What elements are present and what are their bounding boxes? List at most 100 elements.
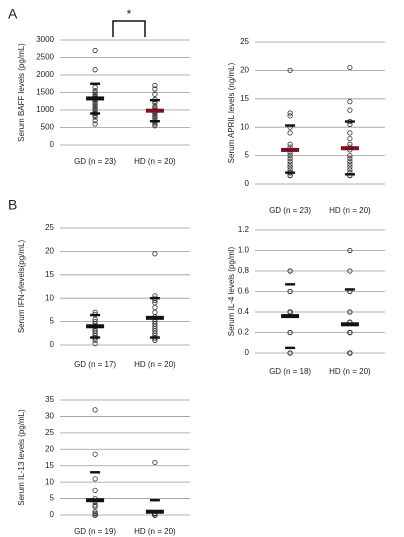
data-point (92, 340, 98, 347)
mean-bar (86, 498, 105, 503)
mean-bar (145, 509, 164, 514)
data-point (287, 113, 293, 119)
data-point (347, 158, 353, 164)
data-point (92, 510, 98, 516)
data-point (287, 153, 293, 159)
data-point (92, 107, 98, 113)
data-point (287, 164, 293, 170)
data-point (347, 247, 353, 254)
y-tick-label: 1.2 (238, 225, 250, 234)
data-point (347, 329, 353, 336)
y-tick-label: 500 (41, 123, 55, 132)
data-point (347, 161, 353, 167)
y-tick-label: 10 (240, 122, 249, 131)
sd-bar (149, 336, 160, 339)
data-point (152, 112, 158, 118)
data-point (92, 89, 98, 96)
sd-bar (149, 120, 160, 123)
mean-bar (145, 108, 164, 113)
y-tick-label: 1000 (36, 105, 54, 114)
y-axis-title: Serum BAFF levels (pg/mL) (17, 43, 26, 142)
sd-bar (285, 346, 296, 350)
data-point (92, 100, 98, 106)
y-tick-label: 0.4 (238, 307, 250, 316)
y-tick-label: 2000 (36, 70, 54, 79)
data-point (347, 350, 353, 356)
data-point (92, 487, 98, 493)
data-point (287, 288, 293, 295)
data-point (347, 167, 353, 173)
data-point (287, 67, 293, 74)
data-point (287, 158, 293, 164)
y-tick-label: 1500 (36, 88, 54, 97)
mean-bar (340, 322, 359, 327)
data-point (152, 304, 158, 311)
y-tick-label: 0.2 (238, 328, 250, 337)
y-tick-label: 5 (50, 317, 55, 326)
data-point (347, 164, 353, 170)
data-point (92, 512, 98, 518)
y-tick-label: 0 (50, 140, 55, 149)
sd-bar (285, 171, 296, 174)
y-tick-label: 1.0 (238, 246, 250, 255)
y-tick-label: 3000 (36, 35, 54, 44)
y-tick-label: 0.6 (238, 287, 250, 296)
x-tick-label: HD (n = 20) (134, 360, 176, 369)
mean-bar (281, 314, 300, 319)
mean-bar (86, 324, 105, 329)
sd-bar (344, 120, 355, 123)
sd-bar (90, 313, 101, 317)
data-point (347, 135, 353, 142)
y-axis-title: Serum IL-13 levels (pg/mL) (17, 409, 26, 506)
panel-label: A (8, 6, 18, 22)
y-tick-label: 25 (45, 223, 54, 232)
significance-bracket (112, 20, 146, 37)
data-point (347, 130, 353, 136)
data-point (287, 161, 293, 167)
sd-bar (90, 336, 101, 339)
data-point (347, 155, 353, 162)
mean-bar (340, 146, 359, 151)
panel-label: B (8, 197, 17, 213)
y-tick-label: 0 (50, 510, 55, 519)
y-tick-label: 10 (45, 477, 54, 486)
y-axis-title: Serum IL-4 levels (pg/ml) (227, 246, 236, 336)
data-point (92, 451, 98, 457)
x-tick-label: GD (n = 17) (74, 360, 116, 369)
data-point (287, 130, 293, 136)
significance-mark: * (127, 7, 132, 21)
data-point (92, 47, 98, 54)
data-point (347, 268, 353, 274)
data-point (347, 153, 353, 159)
y-tick-label: 15 (240, 94, 249, 103)
mean-bar (145, 315, 164, 320)
y-tick-label: 0.8 (238, 266, 250, 275)
sd-bar (149, 297, 160, 300)
data-point (287, 268, 293, 274)
data-point (152, 123, 158, 129)
sd-bar (344, 173, 355, 176)
data-point (347, 99, 353, 105)
data-point (347, 121, 353, 127)
y-tick-label: 0 (50, 340, 55, 349)
data-point (287, 329, 293, 336)
y-tick-label: 20 (45, 444, 54, 453)
data-point (92, 102, 98, 108)
data-point (347, 64, 353, 71)
y-axis-title: Serum IFN-γlevels(pg/mL) (17, 239, 26, 333)
data-point (347, 309, 353, 315)
data-point (92, 509, 98, 515)
y-tick-label: 20 (240, 66, 249, 75)
sd-bar (90, 112, 101, 115)
data-point (92, 407, 98, 413)
data-point (152, 86, 158, 92)
data-point (152, 114, 158, 120)
data-point (92, 504, 98, 510)
y-tick-label: 35 (45, 395, 54, 404)
y-axis-title: Serum APRIL levels (ng/mL) (227, 62, 236, 163)
sd-bar (90, 471, 101, 474)
y-tick-label: 15 (45, 461, 54, 470)
data-point (92, 121, 98, 127)
mean-bar (281, 147, 300, 152)
